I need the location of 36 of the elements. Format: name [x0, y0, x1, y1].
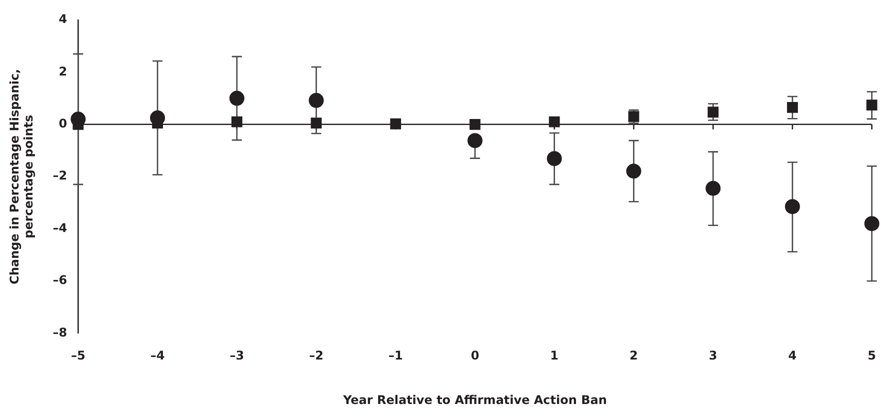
x-tick-label: 2: [630, 348, 638, 363]
x-tick-label: –3: [230, 348, 244, 363]
point: [150, 110, 166, 126]
point: [864, 216, 880, 232]
x-tick-label: 1: [550, 348, 559, 363]
y-tick-label: 2: [58, 64, 68, 78]
y-tick-label: –6: [52, 273, 68, 288]
x-tick-label: 4: [788, 348, 797, 363]
y-tick-label: –8: [52, 325, 68, 340]
point: [470, 118, 480, 130]
y-tick-label: 0: [58, 116, 68, 131]
x-axis-title: Year Relative to Affirmative Action Ban: [342, 392, 607, 407]
point: [706, 180, 721, 196]
point: [231, 116, 242, 128]
x-tick-label: –2: [309, 348, 324, 363]
point: [390, 118, 402, 130]
y-tick-label: 4: [58, 12, 68, 26]
point: [787, 102, 798, 113]
point: [229, 90, 244, 106]
point: [546, 151, 562, 166]
x-tick-label: –4: [150, 348, 165, 363]
point: [467, 133, 482, 148]
point: [784, 199, 800, 214]
y-tick-label: –2: [52, 168, 68, 183]
x-tick-label: –5: [70, 348, 86, 363]
x-tick-label: 5: [868, 348, 876, 363]
point: [548, 116, 560, 128]
x-tick-label: 3: [708, 348, 718, 363]
x-tick-label: –1: [388, 348, 403, 363]
point: [310, 118, 322, 129]
point: [626, 164, 642, 179]
point: [866, 100, 878, 111]
y-axis-title: Change in Percentage Hispanic, percentage points: [7, 68, 36, 284]
point: [308, 92, 324, 108]
x-tick-label: 0: [470, 348, 480, 363]
y-tick-label: –4: [52, 220, 68, 235]
